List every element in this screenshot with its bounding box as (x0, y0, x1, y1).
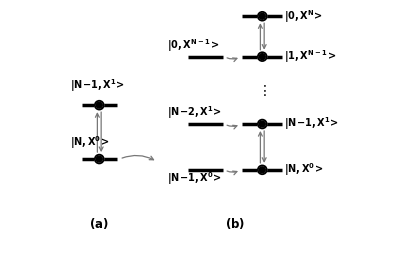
Text: $\bf{(a)}$: $\bf{(a)}$ (89, 216, 109, 231)
Circle shape (257, 12, 266, 21)
Text: $\mathbf{|1,X^{N-1}\!>}$: $\mathbf{|1,X^{N-1}\!>}$ (283, 48, 335, 65)
Text: $\mathbf{|N\!-\!2,X^1\!>}$: $\mathbf{|N\!-\!2,X^1\!>}$ (166, 104, 221, 121)
Text: $\mathbf{|N\!-\!1,X^1\!>}$: $\mathbf{|N\!-\!1,X^1\!>}$ (283, 116, 338, 133)
Circle shape (95, 155, 103, 163)
Text: $\mathbf{|0,X^{N-1}\!>}$: $\mathbf{|0,X^{N-1}\!>}$ (166, 37, 218, 54)
Circle shape (96, 102, 102, 108)
Circle shape (259, 167, 264, 173)
FancyArrowPatch shape (122, 155, 153, 160)
Text: $\mathbf{|N,X^0\!>}$: $\mathbf{|N,X^0\!>}$ (69, 134, 109, 151)
Text: $\mathbf{|N,X^0\!>}$: $\mathbf{|N,X^0\!>}$ (283, 161, 322, 178)
Circle shape (259, 54, 264, 60)
Text: $\mathbf{|0,X^N\!>}$: $\mathbf{|0,X^N\!>}$ (283, 8, 322, 25)
Text: $\vdots$: $\vdots$ (257, 83, 266, 98)
Circle shape (259, 121, 264, 127)
Circle shape (257, 52, 266, 61)
FancyArrowPatch shape (226, 171, 237, 175)
Circle shape (96, 156, 102, 162)
FancyArrowPatch shape (226, 58, 237, 62)
FancyArrowPatch shape (226, 125, 237, 129)
Text: $\mathbf{|N\!-\!1,X^0\!>}$: $\mathbf{|N\!-\!1,X^0\!>}$ (166, 170, 221, 187)
Text: $\mathbf{|N\!-\!1,X^1\!>}$: $\mathbf{|N\!-\!1,X^1\!>}$ (69, 78, 124, 94)
Text: $\bf{(b)}$: $\bf{(b)}$ (225, 216, 245, 231)
Circle shape (259, 13, 264, 19)
Circle shape (257, 120, 266, 128)
Circle shape (257, 166, 266, 174)
Circle shape (95, 101, 103, 109)
